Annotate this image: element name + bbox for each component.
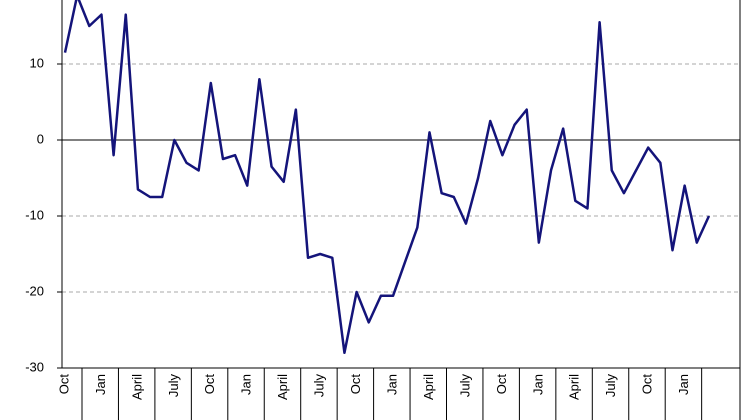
x-tick-label: April [421, 374, 436, 400]
x-tick-label: Jan [239, 374, 254, 395]
x-tick-label: Oct [56, 374, 71, 395]
x-tick-label: Jan [93, 374, 108, 395]
x-tick-label: April [567, 374, 582, 400]
x-tick-label: Oct [640, 374, 655, 395]
x-tick-label: Oct [202, 374, 217, 395]
y-tick-label: -30 [25, 359, 44, 374]
y-tick-label: -20 [25, 283, 44, 298]
x-tick-label: July [603, 374, 618, 398]
x-tick-label: July [166, 374, 181, 398]
x-tick-label: Jan [676, 374, 691, 395]
y-tick-label: 10 [30, 55, 44, 70]
x-tick-label: July [312, 374, 327, 398]
x-tick-label: April [275, 374, 290, 400]
y-tick-label: 0 [37, 131, 44, 146]
x-tick-label: Jan [384, 374, 399, 395]
y-tick-label: -10 [25, 207, 44, 222]
x-tick-label: Oct [348, 374, 363, 395]
x-tick-label: Oct [494, 374, 509, 395]
x-tick-label: April [129, 374, 144, 400]
line [63, 0, 711, 355]
x-tick-label: July [457, 374, 472, 398]
x-tick-label: Jan [530, 374, 545, 395]
